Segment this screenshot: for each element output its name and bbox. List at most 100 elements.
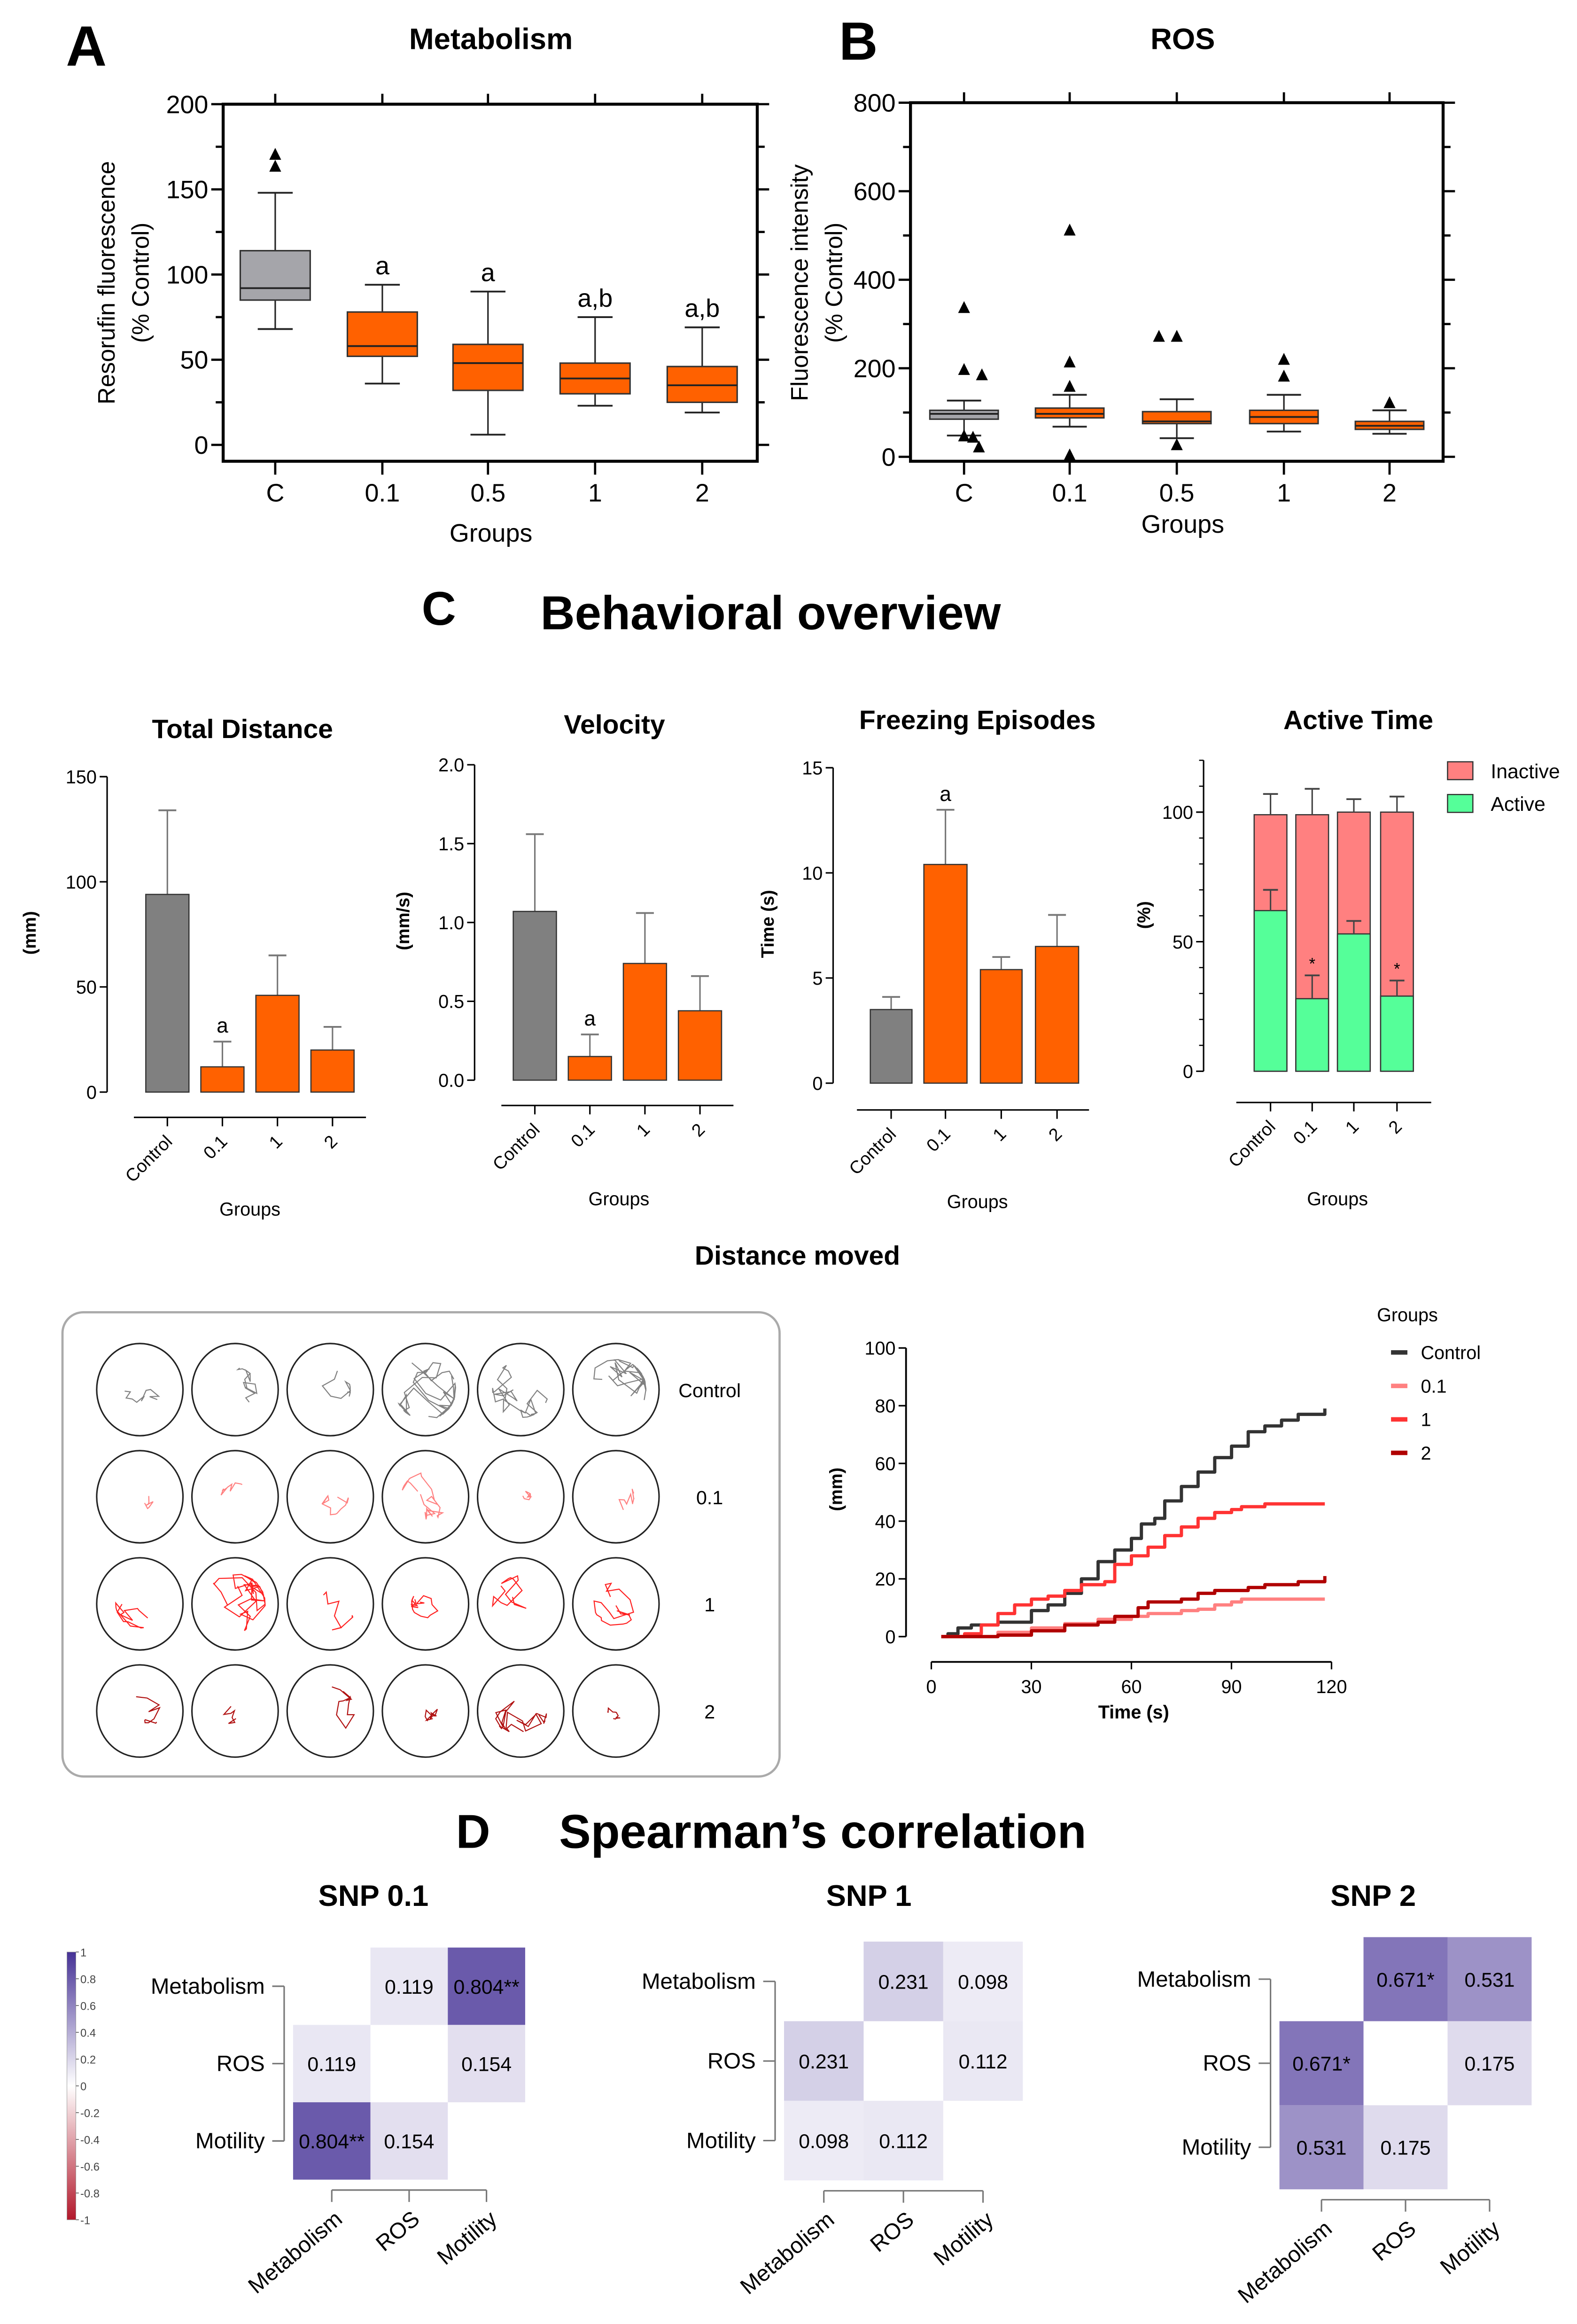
significance-annotation: a — [584, 1007, 596, 1030]
colorbar-tick-label: 0 — [80, 2081, 86, 2093]
outlier-marker — [958, 301, 970, 313]
column-label: Motility — [929, 2207, 998, 2271]
well — [572, 1557, 660, 1651]
x-tick-label: 0.1 — [567, 1120, 599, 1151]
bar-chart-freezing-episodes: Freezing Episodes 0 5 10 15 Time (s) Groups Con… — [758, 705, 1096, 1213]
well — [96, 1343, 184, 1437]
significance-annotation: a,b — [684, 295, 720, 323]
outlier-marker — [1064, 355, 1076, 368]
legend-label: Active — [1491, 793, 1545, 816]
column-label: ROS — [866, 2207, 919, 2257]
bar — [979, 969, 1023, 1084]
row-label: ROS — [217, 2052, 265, 2076]
heatmap-cell — [1447, 1937, 1532, 2021]
outlier-marker — [958, 429, 970, 442]
row-label: Motility — [686, 2128, 756, 2153]
swim-track — [213, 1574, 266, 1631]
y-tick-label: 0 — [1183, 1062, 1193, 1082]
outlier-marker — [1064, 448, 1076, 460]
chart-title: SNP 0.1 — [319, 1880, 429, 1912]
bar — [200, 1066, 245, 1093]
heatmap-snp-1: SNP 1 0.231 0.098 0.231 0.112 0.098 0.112 Metab… — [642, 1880, 1023, 2300]
x-tick-label: 0.1 — [365, 479, 400, 507]
heatmap-cell — [370, 2102, 448, 2180]
well — [572, 1450, 660, 1544]
column-label: Motility — [433, 2206, 502, 2270]
swim-track — [397, 1362, 456, 1418]
y-tick-label: 400 — [854, 266, 896, 294]
bar — [1034, 946, 1080, 1084]
cell-value: 0.112 — [959, 2051, 1008, 2073]
swim-track — [410, 1595, 439, 1618]
significance-annotation: * — [1309, 955, 1315, 973]
outlier-marker — [958, 363, 970, 375]
y-tick-label: 0 — [886, 1627, 896, 1648]
cell-value: 0.804** — [299, 2130, 365, 2153]
line-chart-distance-moved: 0 20 40 60 80 100 0 30 60 90 120 (mm) Time (s) Groups… — [827, 1305, 1481, 1723]
x-axis-label: Groups — [1141, 510, 1224, 538]
heatmap-cell — [943, 1941, 1023, 2021]
panel-label-b: B — [839, 12, 878, 71]
swim-track — [593, 1359, 647, 1400]
bar-active — [1253, 910, 1288, 1072]
colorbar-tick-label: 0.4 — [80, 2027, 96, 2040]
heatmap-cell — [448, 1947, 525, 2025]
y-tick-label: 10 — [802, 863, 823, 884]
swim-track — [495, 1701, 547, 1733]
bar-active — [1380, 995, 1414, 1072]
box — [346, 311, 418, 358]
tracking-grid: Control 0.1 1 2 — [61, 1311, 781, 1778]
x-tick-label: 2 — [695, 479, 709, 507]
heatmap-cell — [370, 1947, 448, 2025]
heatmap-cell — [1279, 2021, 1364, 2106]
y-tick-label: 150 — [166, 176, 209, 204]
x-axis-label: Groups — [450, 519, 533, 547]
heatmap-cell — [1279, 2105, 1364, 2190]
y-tick-label: 0 — [86, 1082, 97, 1103]
y-axis-label: Time (s) — [758, 890, 778, 958]
legend-title: Groups — [1377, 1305, 1438, 1325]
bar — [567, 1056, 612, 1081]
cell-value: 0.231 — [878, 1971, 929, 1994]
bar — [255, 995, 300, 1093]
outlier-marker — [1278, 369, 1290, 382]
y-tick-label: 100 — [1162, 802, 1193, 823]
y-axis-label: Fluorescence intensity — [786, 164, 813, 401]
outlier-marker — [269, 160, 281, 172]
chart-title: Freezing Episodes — [859, 705, 1096, 735]
well — [477, 1450, 565, 1544]
swim-track — [136, 1696, 161, 1724]
row-label: ROS — [1203, 2051, 1251, 2076]
x-tick-label: Control — [846, 1124, 900, 1179]
x-tick-label: 1 — [265, 1132, 287, 1153]
x-axis-label: Groups — [219, 1199, 280, 1220]
cell-value: 0.671* — [1376, 1969, 1435, 1991]
outlier-marker — [1278, 353, 1290, 365]
swim-track — [618, 1488, 635, 1510]
y-tick-label: 50 — [1173, 932, 1193, 953]
significance-annotation: * — [1394, 960, 1400, 979]
x-tick-label: 60 — [1121, 1677, 1142, 1697]
y-tick-label: 0.5 — [438, 992, 464, 1012]
panel-label-d: D — [456, 1805, 490, 1858]
swim-track — [323, 1591, 354, 1631]
well — [96, 1450, 184, 1544]
colorbar-tick-label: -0.2 — [80, 2107, 100, 2120]
well — [381, 1343, 470, 1437]
y-axis-label: (% Control) — [127, 223, 154, 343]
swim-track — [332, 1686, 355, 1729]
x-tick-label: 120 — [1316, 1677, 1347, 1697]
heatmap-cell — [863, 1941, 943, 2021]
x-tick-label: 0.1 — [200, 1132, 231, 1163]
bar — [923, 863, 968, 1084]
y-axis-label: (mm) — [827, 1468, 847, 1511]
y-tick-label: 2.0 — [438, 755, 464, 776]
track-row-label: Control — [678, 1380, 741, 1401]
swim-track — [144, 1496, 154, 1509]
cell-value: 0.154 — [384, 2130, 434, 2153]
x-tick-label: 0.5 — [470, 479, 505, 507]
significance-annotation: a — [940, 783, 951, 806]
plot-frame — [221, 102, 759, 463]
bar — [870, 1009, 913, 1084]
chart-title: ROS — [1150, 23, 1215, 56]
